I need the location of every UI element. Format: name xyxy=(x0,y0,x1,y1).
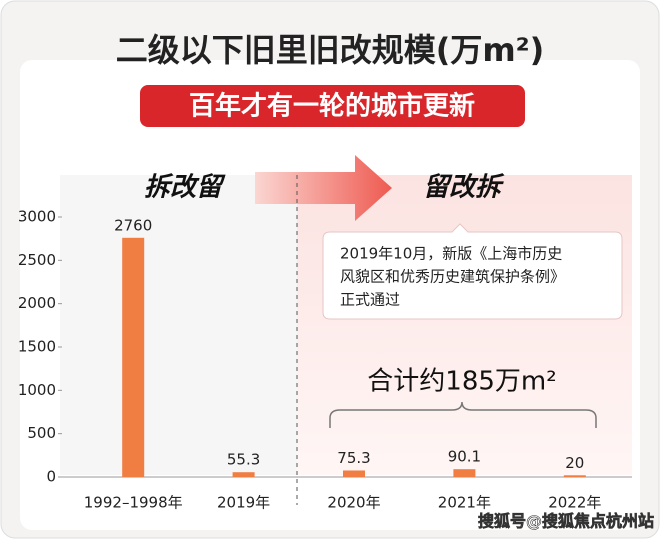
value-label: 2760 xyxy=(114,216,152,234)
note-box xyxy=(322,223,623,320)
brace xyxy=(329,401,597,428)
y-tick-label: 0 xyxy=(46,468,56,486)
x-tick-label: 2022年 xyxy=(548,494,601,512)
x-tick-label: 2021年 xyxy=(438,494,491,512)
value-label: 20 xyxy=(565,454,584,472)
chart-title: 二级以下旧里旧改规模(万m²) xyxy=(116,31,545,69)
value-label: 75.3 xyxy=(337,449,370,467)
arrow xyxy=(255,155,392,221)
y-tick-label: 500 xyxy=(27,424,56,442)
x-tick-label: 2019年 xyxy=(217,494,270,512)
value-label: 90.1 xyxy=(448,448,481,466)
y-tick-label: 1000 xyxy=(18,381,56,399)
x-tick-label: 2020年 xyxy=(327,494,380,512)
y-tick-label: 3000 xyxy=(18,208,56,226)
bar xyxy=(563,475,586,477)
y-tick-label: 2500 xyxy=(18,251,56,269)
banner xyxy=(140,85,525,127)
value-label: 55.3 xyxy=(227,451,260,469)
bar xyxy=(343,470,365,477)
total-label: 合计约185万m² xyxy=(367,367,556,397)
y-tick-label: 1500 xyxy=(18,338,56,356)
note-line: 正式通过 xyxy=(340,291,400,309)
note-line: 风貌区和优秀历史建筑保护条例》 xyxy=(340,268,565,286)
right-zone xyxy=(297,175,632,475)
bar xyxy=(232,472,255,477)
right-label: 留改拆 xyxy=(423,173,505,203)
y-tick-label: 2000 xyxy=(18,294,56,312)
bar xyxy=(122,237,145,477)
left-label: 拆改留 xyxy=(144,173,226,203)
subtitle: 百年才有一轮的城市更新 xyxy=(189,91,475,122)
watermark: 搜狐号@搜狐焦点杭州站 xyxy=(478,512,654,531)
note-line: 2019年10月，新版《上海市历史 xyxy=(340,245,562,263)
x-tick-label: 1992–1998年 xyxy=(84,494,183,512)
bar xyxy=(453,469,476,477)
left-zone xyxy=(60,175,297,475)
